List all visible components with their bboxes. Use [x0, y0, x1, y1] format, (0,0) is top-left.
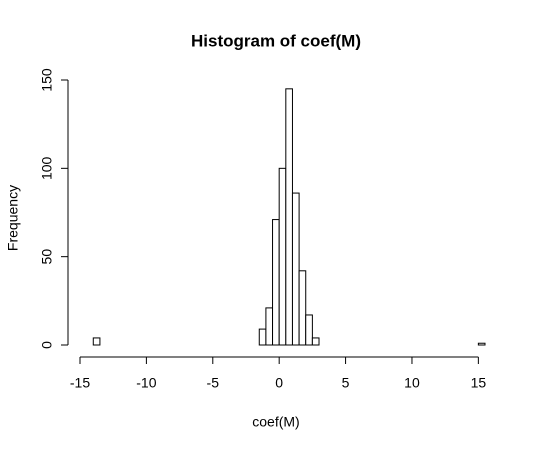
x-tick-label: -10 — [136, 375, 156, 391]
bar — [278, 167, 287, 346]
y-tick-label: 0 — [39, 341, 55, 349]
x-tick-label: -15 — [70, 375, 90, 391]
bar — [92, 337, 101, 346]
chart-title: Histogram of coef(M) — [191, 31, 361, 50]
bar — [272, 219, 280, 346]
bar — [477, 342, 486, 346]
x-tick-label: 5 — [342, 375, 350, 391]
x-tick-label: 15 — [471, 375, 487, 391]
bar — [305, 314, 313, 346]
y-axis-label: Frequency — [5, 185, 21, 251]
x-axis-label: coef(M) — [252, 414, 299, 430]
y-tick-label: 100 — [39, 156, 55, 180]
bar — [298, 270, 307, 346]
bar — [265, 307, 274, 346]
x-tick-label: 0 — [275, 375, 283, 391]
bar — [311, 337, 320, 346]
x-tick-label: -5 — [207, 375, 220, 391]
y-tick-label: 150 — [39, 68, 55, 92]
bar — [258, 328, 267, 346]
x-tick-label: 10 — [404, 375, 420, 391]
bar — [291, 192, 300, 346]
bar — [285, 88, 293, 346]
y-tick-label: 50 — [39, 249, 55, 265]
